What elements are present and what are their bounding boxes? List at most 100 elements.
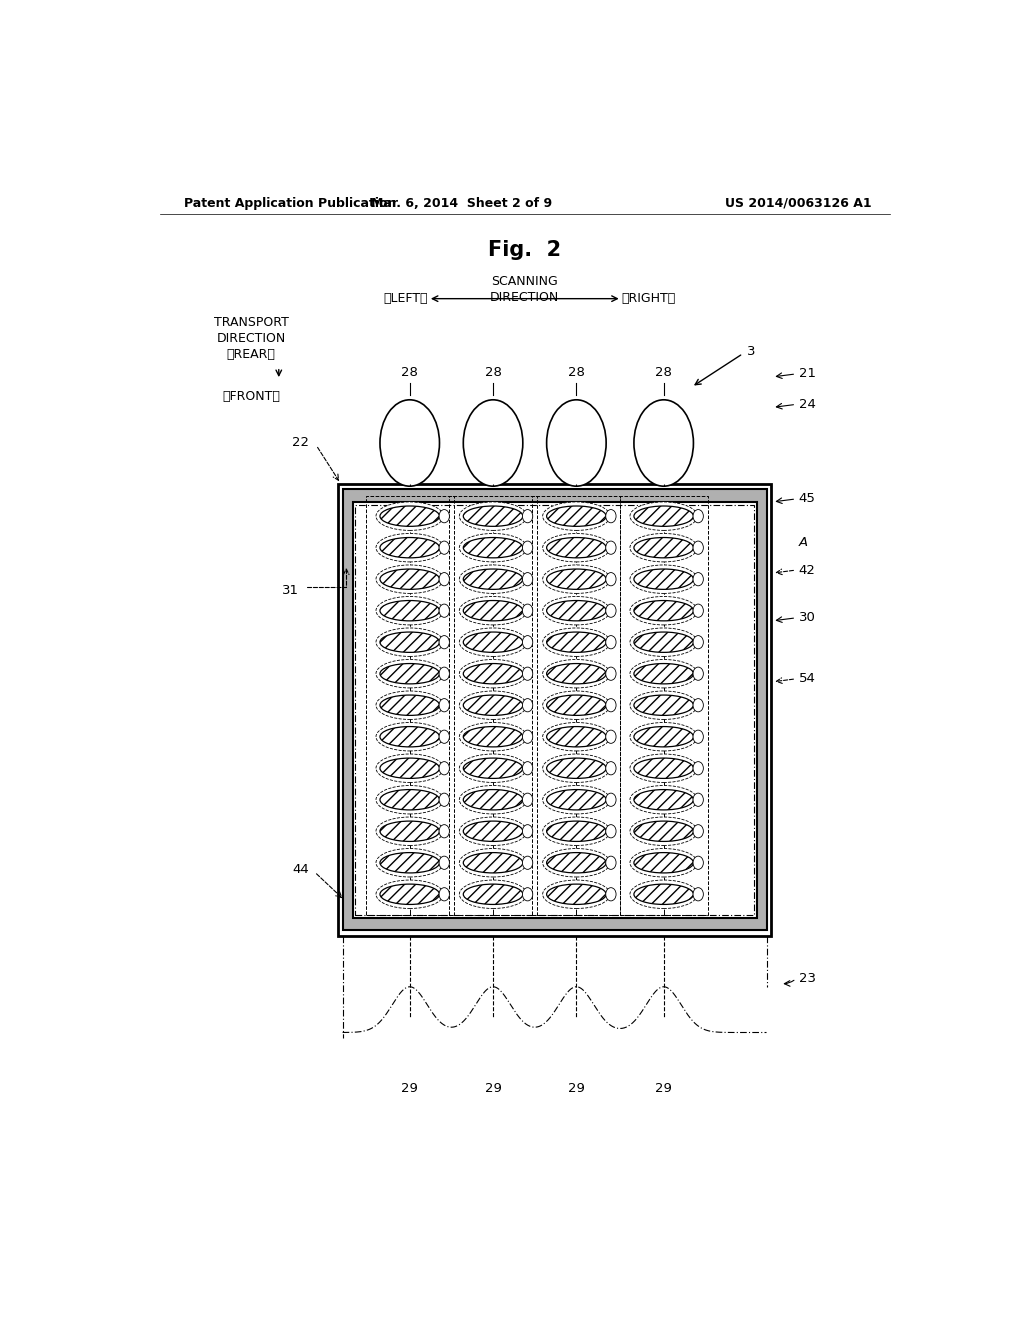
- Ellipse shape: [460, 533, 526, 562]
- Ellipse shape: [693, 793, 703, 807]
- Ellipse shape: [460, 502, 526, 531]
- Ellipse shape: [463, 400, 523, 486]
- Ellipse shape: [460, 785, 526, 814]
- Text: 24: 24: [799, 397, 815, 411]
- Text: 29: 29: [401, 1082, 418, 1094]
- Ellipse shape: [634, 400, 693, 486]
- Ellipse shape: [543, 597, 610, 624]
- Ellipse shape: [543, 817, 610, 846]
- Ellipse shape: [543, 628, 610, 656]
- Ellipse shape: [543, 690, 610, 719]
- Ellipse shape: [522, 573, 532, 586]
- Ellipse shape: [543, 722, 610, 751]
- Ellipse shape: [606, 793, 616, 807]
- Ellipse shape: [522, 857, 532, 870]
- Ellipse shape: [693, 857, 703, 870]
- Ellipse shape: [460, 690, 526, 719]
- Ellipse shape: [376, 502, 443, 531]
- Ellipse shape: [439, 825, 450, 838]
- Text: 28: 28: [655, 367, 672, 379]
- Text: A: A: [799, 536, 808, 549]
- Text: TRANSPORT
DIRECTION
（REAR）: TRANSPORT DIRECTION （REAR）: [214, 315, 289, 360]
- Ellipse shape: [606, 887, 616, 900]
- Ellipse shape: [547, 400, 606, 486]
- Text: 29: 29: [568, 1082, 585, 1094]
- Text: 28: 28: [401, 367, 418, 379]
- Ellipse shape: [693, 887, 703, 900]
- Ellipse shape: [693, 667, 703, 680]
- Ellipse shape: [630, 690, 697, 719]
- Ellipse shape: [376, 565, 443, 594]
- Ellipse shape: [630, 502, 697, 531]
- Ellipse shape: [439, 793, 450, 807]
- Ellipse shape: [543, 754, 610, 783]
- Ellipse shape: [630, 817, 697, 846]
- Ellipse shape: [460, 722, 526, 751]
- Bar: [352, 502, 757, 917]
- Ellipse shape: [460, 565, 526, 594]
- Text: Mar. 6, 2014  Sheet 2 of 9: Mar. 6, 2014 Sheet 2 of 9: [371, 197, 552, 210]
- Text: SCANNING
DIRECTION: SCANNING DIRECTION: [490, 276, 559, 305]
- Ellipse shape: [606, 762, 616, 775]
- Ellipse shape: [693, 762, 703, 775]
- Ellipse shape: [630, 660, 697, 688]
- Ellipse shape: [439, 510, 450, 523]
- Ellipse shape: [376, 722, 443, 751]
- Ellipse shape: [630, 565, 697, 594]
- Ellipse shape: [376, 533, 443, 562]
- Ellipse shape: [522, 698, 532, 711]
- Ellipse shape: [543, 660, 610, 688]
- Ellipse shape: [693, 510, 703, 523]
- Ellipse shape: [693, 825, 703, 838]
- Ellipse shape: [460, 628, 526, 656]
- Ellipse shape: [380, 400, 439, 486]
- Ellipse shape: [693, 698, 703, 711]
- Ellipse shape: [439, 857, 450, 870]
- Ellipse shape: [543, 785, 610, 814]
- Ellipse shape: [522, 541, 532, 554]
- Ellipse shape: [606, 605, 616, 618]
- Ellipse shape: [439, 605, 450, 618]
- Text: 28: 28: [568, 367, 585, 379]
- Text: 29: 29: [655, 1082, 672, 1094]
- Ellipse shape: [460, 597, 526, 624]
- Ellipse shape: [543, 565, 610, 594]
- Ellipse shape: [522, 793, 532, 807]
- Ellipse shape: [693, 636, 703, 649]
- Ellipse shape: [630, 533, 697, 562]
- Text: （RIGHT）: （RIGHT）: [622, 292, 676, 305]
- Ellipse shape: [439, 573, 450, 586]
- Text: （FRONT）: （FRONT）: [222, 391, 280, 403]
- Ellipse shape: [693, 541, 703, 554]
- Ellipse shape: [376, 660, 443, 688]
- Ellipse shape: [439, 636, 450, 649]
- Ellipse shape: [630, 849, 697, 876]
- Ellipse shape: [693, 730, 703, 743]
- Ellipse shape: [606, 730, 616, 743]
- Text: 29: 29: [484, 1082, 502, 1094]
- Text: 23: 23: [799, 972, 815, 985]
- Text: Patent Application Publication: Patent Application Publication: [183, 197, 396, 210]
- Ellipse shape: [630, 880, 697, 908]
- Ellipse shape: [522, 636, 532, 649]
- Text: （LEFT）: （LEFT）: [383, 292, 428, 305]
- Ellipse shape: [522, 762, 532, 775]
- Ellipse shape: [606, 698, 616, 711]
- Ellipse shape: [606, 573, 616, 586]
- Ellipse shape: [460, 660, 526, 688]
- Bar: [532, 496, 621, 915]
- Bar: [338, 483, 771, 936]
- Ellipse shape: [376, 690, 443, 719]
- Ellipse shape: [630, 754, 697, 783]
- Ellipse shape: [376, 628, 443, 656]
- Ellipse shape: [522, 887, 532, 900]
- Ellipse shape: [606, 825, 616, 838]
- Bar: [620, 496, 708, 915]
- Ellipse shape: [439, 762, 450, 775]
- Text: 42: 42: [799, 564, 815, 577]
- Ellipse shape: [693, 573, 703, 586]
- Ellipse shape: [376, 754, 443, 783]
- Ellipse shape: [439, 730, 450, 743]
- Ellipse shape: [522, 605, 532, 618]
- Text: 21: 21: [799, 367, 815, 380]
